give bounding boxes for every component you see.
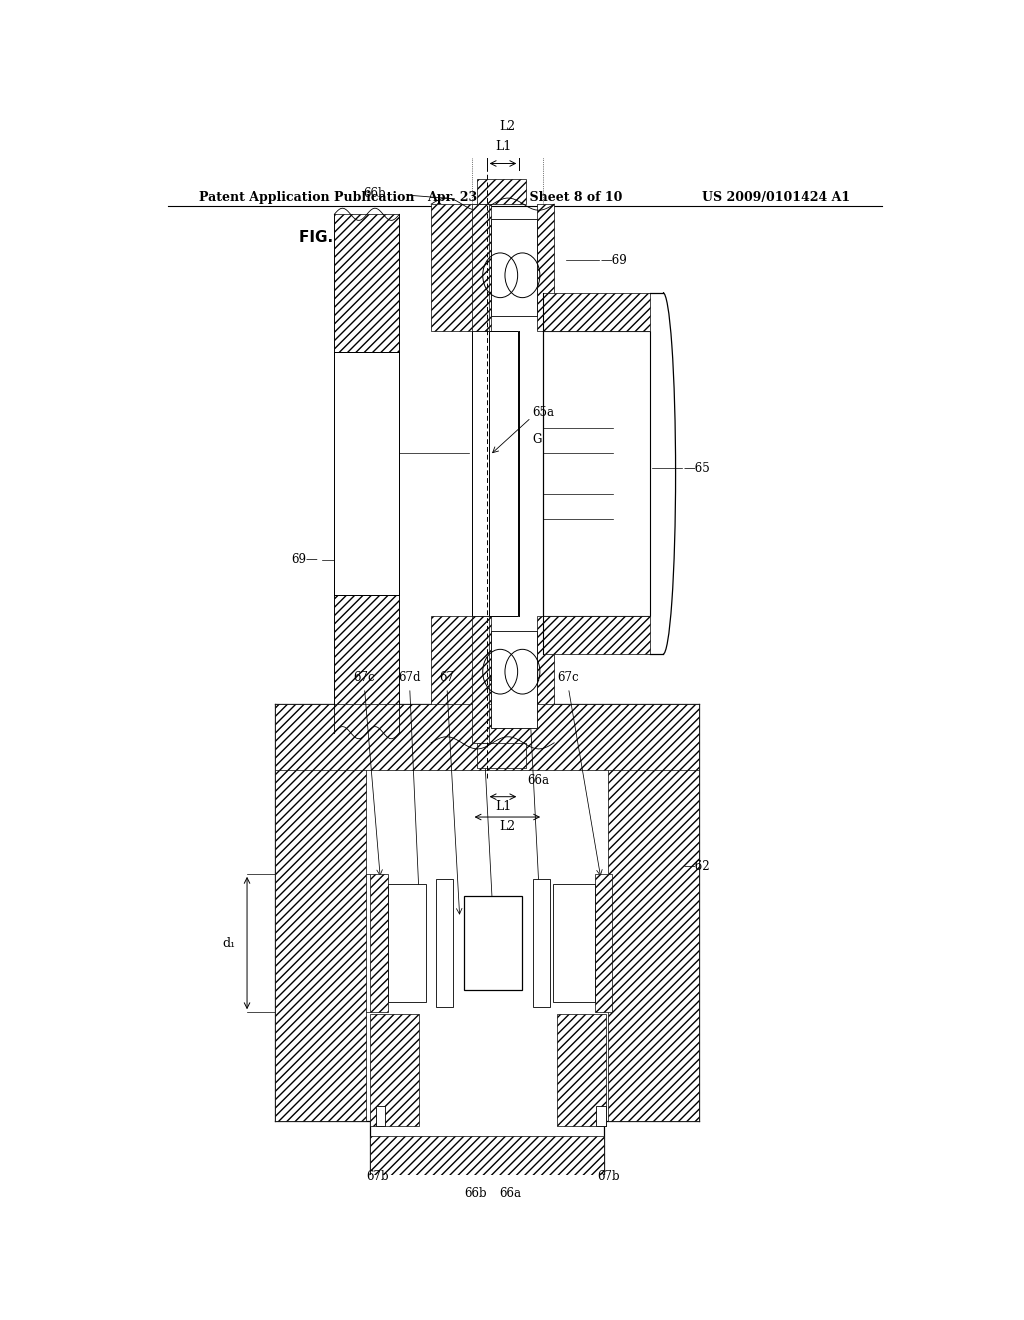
Bar	[370, 1137, 604, 1247]
Text: d₁: d₁	[222, 937, 236, 949]
Bar	[334, 351, 399, 595]
Text: 65a: 65a	[532, 407, 555, 418]
Bar	[376, 1106, 385, 1126]
Text: 66a: 66a	[500, 1187, 521, 1200]
Text: L1: L1	[495, 800, 511, 813]
Text: FIG. 8: FIG. 8	[299, 230, 348, 244]
Bar	[370, 874, 387, 1012]
Bar	[472, 616, 489, 743]
Text: 67: 67	[439, 671, 455, 684]
Text: L1: L1	[495, 140, 511, 153]
Bar	[557, 1014, 606, 1126]
Text: L2: L2	[500, 120, 515, 133]
Text: 67a: 67a	[470, 671, 493, 684]
Text: —62: —62	[684, 861, 711, 874]
Bar	[537, 205, 554, 331]
Text: 67d: 67d	[398, 671, 421, 684]
Bar	[543, 331, 650, 616]
Bar	[334, 214, 399, 351]
Text: —65: —65	[684, 462, 711, 475]
Bar	[477, 178, 526, 205]
Text: 66b: 66b	[464, 1187, 486, 1200]
Text: 67d: 67d	[517, 671, 540, 684]
Text: —69: —69	[600, 253, 627, 267]
Bar	[464, 896, 522, 990]
Text: 67c: 67c	[558, 671, 580, 684]
Bar	[543, 616, 650, 655]
Bar	[274, 704, 699, 771]
Bar	[472, 205, 489, 331]
Bar	[596, 1106, 606, 1126]
Bar	[370, 1014, 419, 1126]
Text: 69—: 69—	[292, 553, 318, 566]
Bar	[472, 331, 518, 616]
Bar	[370, 766, 604, 1121]
Text: 66a: 66a	[527, 774, 549, 787]
Text: Apr. 23, 2009  Sheet 8 of 10: Apr. 23, 2009 Sheet 8 of 10	[427, 191, 623, 203]
Bar	[553, 884, 595, 1002]
Text: US 2009/0101424 A1: US 2009/0101424 A1	[702, 191, 850, 203]
Text: FIG. 9: FIG. 9	[299, 768, 348, 783]
Text: L2: L2	[500, 820, 515, 833]
Bar	[608, 766, 699, 1121]
Text: 66b: 66b	[364, 187, 386, 201]
Bar	[274, 766, 367, 1121]
Text: 67b: 67b	[367, 1170, 389, 1183]
Text: 67c: 67c	[353, 671, 376, 684]
Bar	[431, 616, 490, 743]
Text: G: G	[532, 433, 542, 446]
Bar	[477, 743, 526, 768]
Bar	[595, 874, 612, 1012]
Bar	[431, 205, 490, 331]
Text: 65b: 65b	[343, 446, 367, 459]
Bar	[537, 616, 554, 743]
Bar	[543, 293, 650, 331]
Bar	[436, 879, 454, 1007]
Bar	[490, 219, 537, 315]
Bar	[490, 631, 537, 727]
Bar	[387, 884, 426, 1002]
Bar	[532, 879, 550, 1007]
Text: Patent Application Publication: Patent Application Publication	[200, 191, 415, 203]
Bar	[334, 595, 399, 733]
Bar	[472, 331, 489, 616]
Text: 67b: 67b	[597, 1170, 620, 1183]
